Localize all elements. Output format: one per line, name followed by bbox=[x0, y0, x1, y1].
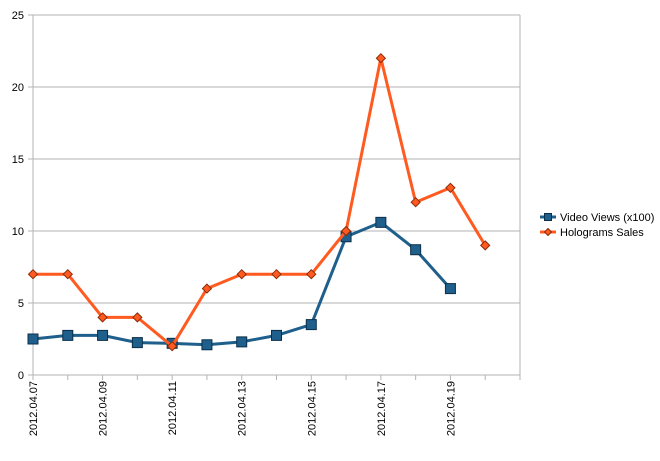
x-tick-label: 2012.04.15 bbox=[306, 381, 318, 436]
data-point-diamond bbox=[306, 268, 317, 280]
data-point-diamond bbox=[27, 268, 39, 280]
data-point-diamond bbox=[480, 240, 491, 251]
data-point-diamond bbox=[543, 227, 553, 237]
y-tick-label: 20 bbox=[12, 82, 24, 94]
data-point-square bbox=[305, 319, 317, 331]
data-point-diamond bbox=[201, 283, 213, 294]
data-point-diamond bbox=[97, 312, 108, 323]
y-tick-label: 0 bbox=[18, 370, 24, 382]
gridlines bbox=[33, 14, 520, 376]
legend-item: Holograms Sales bbox=[540, 227, 644, 239]
data-point-diamond bbox=[166, 340, 178, 352]
legend-label: Holograms Sales bbox=[560, 227, 644, 239]
data-point-square bbox=[271, 329, 282, 341]
series-line bbox=[33, 56, 487, 348]
data-point-square bbox=[131, 337, 143, 349]
x-tick-label: 2012.04.13 bbox=[237, 381, 249, 436]
data-point-diamond bbox=[236, 268, 247, 280]
data-point-square bbox=[62, 329, 74, 341]
x-tick-label: 2012.04.07 bbox=[28, 381, 40, 436]
series-holograms-sales bbox=[27, 52, 491, 352]
axes: 0 5 10 15 20 25 2012.04.07 2012.04.09 2012.04.11… bbox=[12, 10, 521, 436]
x-tick-label: 2012.04.09 bbox=[98, 381, 110, 436]
data-point-diamond bbox=[340, 225, 352, 237]
data-point-square bbox=[27, 333, 39, 345]
x-tick-label: 2012.04.11 bbox=[167, 381, 179, 435]
x-tick-label: 2012.04.19 bbox=[445, 381, 457, 436]
data-point-square bbox=[201, 339, 213, 351]
legend-item: Video Views (x100) bbox=[540, 212, 654, 224]
data-point-diamond bbox=[445, 182, 456, 194]
legend: Video Views (x100) Holograms Sales bbox=[540, 212, 654, 239]
data-point-square bbox=[236, 336, 248, 348]
y-tick-label: 15 bbox=[12, 154, 24, 166]
data-point-square bbox=[410, 244, 422, 256]
data-point-square bbox=[444, 283, 456, 295]
x-tick-label: 2012.04.17 bbox=[376, 381, 388, 436]
data-point-diamond bbox=[132, 312, 143, 323]
series-lines bbox=[27, 52, 491, 352]
y-tick-label: 5 bbox=[18, 298, 24, 310]
data-point-diamond bbox=[271, 268, 282, 280]
data-point-diamond bbox=[410, 196, 421, 208]
legend-label: Video Views (x100) bbox=[560, 212, 654, 224]
series-line bbox=[32, 220, 452, 347]
y-tick-label: 10 bbox=[12, 226, 24, 238]
series-video-views bbox=[27, 216, 456, 351]
y-tick-label: 25 bbox=[12, 10, 24, 22]
data-point-square bbox=[375, 216, 387, 228]
data-point-square bbox=[544, 213, 552, 221]
data-point-square bbox=[97, 329, 109, 341]
data-point-diamond bbox=[375, 52, 387, 64]
data-point-diamond bbox=[62, 268, 73, 280]
